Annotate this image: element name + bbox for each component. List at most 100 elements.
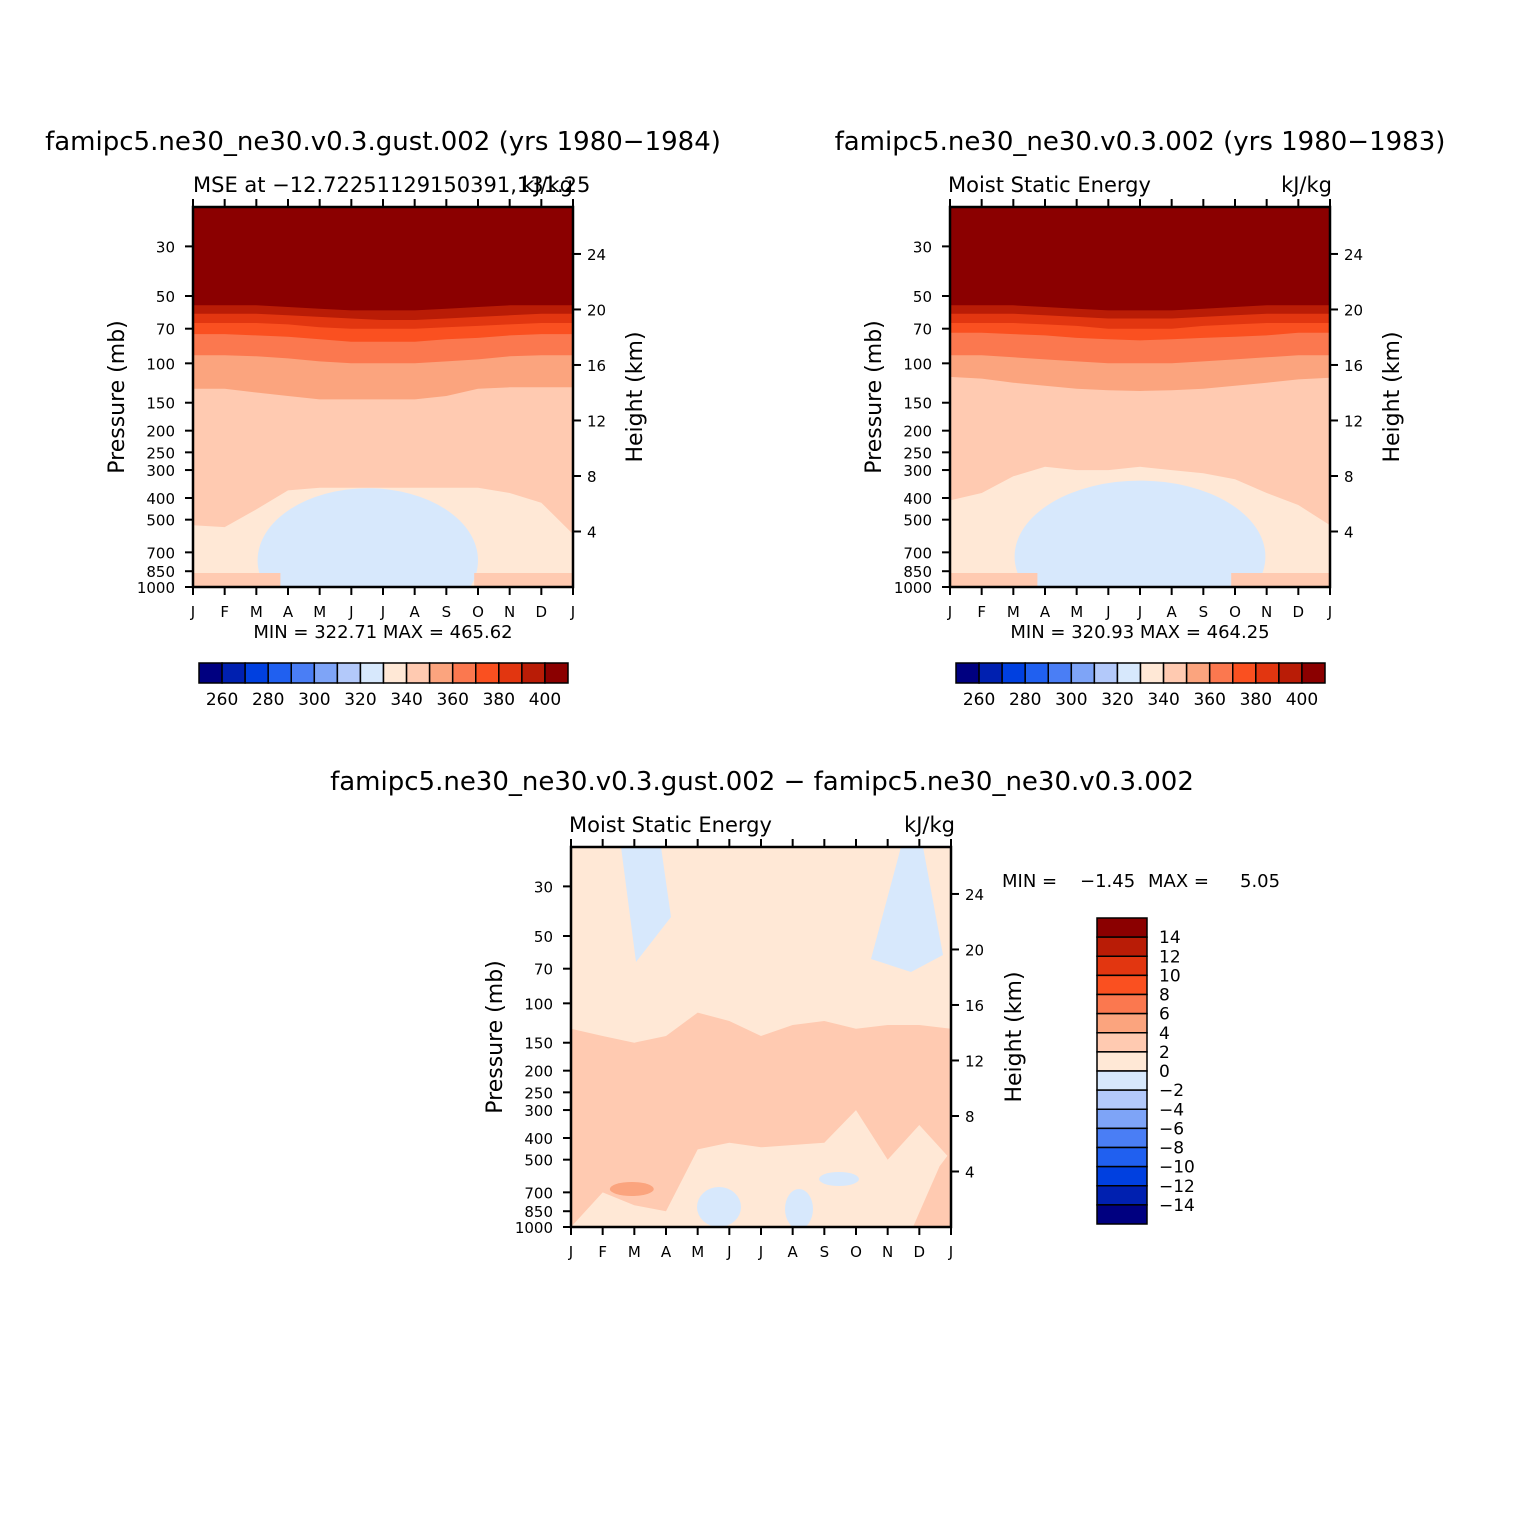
y-tick-label: 1000 (137, 579, 175, 597)
y-tick-label: 400 (146, 490, 175, 508)
y-tick-label: 250 (146, 444, 175, 462)
panel-subtitle-left: MSE at −12.72251129150391,131.25 (193, 173, 590, 197)
stats-max-label: MAX = (1148, 871, 1209, 892)
colorbar-swatch (221, 662, 246, 684)
y-tick-label: 200 (524, 1063, 553, 1081)
y-tick-label: 250 (903, 444, 932, 462)
y-tick-label-right: 12 (587, 412, 606, 430)
y-tick-label: 30 (913, 238, 932, 256)
x-tick-label: J (190, 603, 195, 621)
colorbar-swatch (955, 662, 980, 684)
colorbar-label: −14 (1159, 1196, 1195, 1216)
y-tick-label-right: 24 (965, 886, 984, 904)
colorbar-swatch (1096, 955, 1148, 977)
colorbar-swatch (1096, 917, 1148, 938)
x-tick-label: J (348, 603, 353, 621)
y-tick-label: 850 (146, 563, 175, 581)
x-tick-label: J (1137, 603, 1142, 621)
colorbar-swatch (1096, 1185, 1148, 1206)
y-tick-label: 70 (913, 321, 932, 339)
colorbar-swatch (1070, 662, 1096, 684)
contour-surface-band (474, 573, 573, 587)
colorbar-swatch (405, 662, 431, 684)
colorbar-label: −2 (1159, 1081, 1184, 1101)
colorbar-swatch (1093, 662, 1119, 684)
y-tick-label: 250 (524, 1084, 553, 1102)
colorbar-swatch (1096, 1165, 1148, 1187)
y-tick-label-right: 24 (1344, 246, 1363, 264)
colorbar-swatch (336, 662, 362, 684)
colorbar-swatch (1162, 662, 1188, 684)
stats-min-value: −1.45 (1080, 871, 1135, 892)
contour-2-4 (913, 1151, 951, 1227)
contour-surface-band (950, 573, 1038, 587)
x-tick-label: O (850, 1243, 862, 1261)
colorbar: 260 280 300 320 340 360 380 400 (955, 662, 1326, 710)
x-tick-label: J (758, 1243, 763, 1261)
colorbar-label: 300 (1055, 690, 1087, 710)
colorbar-swatch (1116, 662, 1142, 684)
contour-neg-2-0 (697, 1187, 741, 1227)
x-tick-label: A (283, 603, 294, 621)
x-tick-label: M (1007, 603, 1020, 621)
plot-frame (185, 199, 581, 595)
x-tick-label: A (1167, 603, 1178, 621)
y-tick-label: 200 (146, 423, 175, 441)
plot-frame (563, 839, 959, 1235)
colorbar-label: 280 (252, 690, 284, 710)
y-tick-label: 300 (146, 462, 175, 480)
y-tick-label-right: 20 (1344, 301, 1363, 319)
x-tick-label: J (948, 1243, 953, 1261)
x-tick-label: N (882, 1243, 893, 1261)
colorbar-label: 380 (1240, 690, 1272, 710)
y-tick-label: 850 (524, 1203, 553, 1221)
colorbar-swatch (498, 662, 523, 684)
colorbar-label: 2 (1159, 1043, 1170, 1063)
colorbar-swatch (1096, 974, 1148, 996)
x-tick-label: M (1070, 603, 1083, 621)
y-axis-label-right: Height (km) (623, 331, 648, 462)
colorbar-label: 400 (529, 690, 561, 710)
x-tick-label: A (661, 1243, 672, 1261)
panel-title: famipc5.ne30_ne30.v0.3.gust.002 − famipc… (330, 767, 1194, 797)
y-tick-label-right: 4 (587, 523, 597, 541)
y-tick-label: 50 (156, 288, 175, 306)
y-tick-label: 400 (524, 1130, 553, 1148)
y-tick-label: 150 (524, 1035, 553, 1053)
x-tick-label: F (598, 1243, 607, 1261)
colorbar-swatch (198, 662, 223, 684)
y-tick-labels-right: 24 20 16 12 8 4 (965, 886, 984, 1182)
y-tick-label-right: 20 (587, 301, 606, 319)
colorbar-swatch (475, 662, 500, 684)
y-axis-label-left: Pressure (mb) (483, 960, 508, 1114)
panel-difference: famipc5.ne30_ne30.v0.3.gust.002 − famipc… (330, 767, 1280, 1261)
y-tick-label-right: 24 (587, 246, 606, 264)
panel-subtitle-left: Moist Static Energy (948, 173, 1151, 197)
x-tick-label: A (788, 1243, 799, 1261)
x-tick-label: D (536, 603, 548, 621)
x-tick-label: J (380, 603, 385, 621)
y-tick-label: 400 (903, 490, 932, 508)
y-axis-label-right: Height (km) (1380, 331, 1405, 462)
colorbar-swatch (267, 662, 292, 684)
x-tick-label: N (1261, 603, 1272, 621)
x-tick-label: M (250, 603, 263, 621)
colorbar-swatch (290, 662, 316, 684)
colorbar-swatch (451, 662, 477, 684)
x-tick-label: J (1105, 603, 1110, 621)
colorbar-label: −8 (1159, 1139, 1184, 1159)
contour-neg-2-0 (785, 1189, 813, 1227)
y-tick-label-right: 8 (587, 468, 597, 486)
stats-text: MIN = 320.93 MAX = 464.25 (1010, 622, 1269, 643)
panel-subtitle-left: Moist Static Energy (569, 813, 772, 837)
stats-max-value: 5.05 (1240, 871, 1280, 892)
contour-fill (950, 207, 1330, 587)
y-tick-label: 500 (903, 512, 932, 530)
y-tick-label: 1000 (894, 579, 932, 597)
y-tick-label: 700 (903, 544, 932, 562)
colorbar-swatch (313, 662, 339, 684)
colorbar-swatch (1278, 662, 1303, 684)
